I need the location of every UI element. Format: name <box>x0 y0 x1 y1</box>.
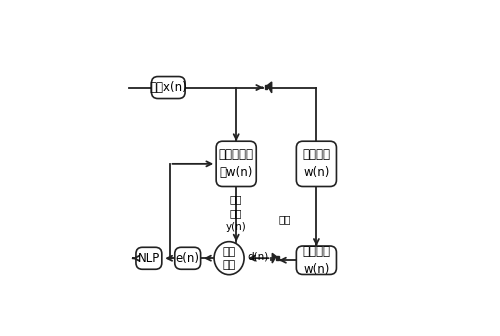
Text: 回声
消除: 回声 消除 <box>222 247 235 270</box>
Text: 远端x(n): 远端x(n) <box>150 81 187 94</box>
Text: 估计
回声
y(n): 估计 回声 y(n) <box>226 194 246 232</box>
Polygon shape <box>268 82 272 93</box>
FancyBboxPatch shape <box>216 141 256 186</box>
Text: d(n): d(n) <box>247 251 268 261</box>
Text: NLP: NLP <box>138 252 160 265</box>
FancyBboxPatch shape <box>175 247 201 269</box>
Ellipse shape <box>214 242 244 275</box>
FancyBboxPatch shape <box>296 246 337 275</box>
FancyBboxPatch shape <box>296 141 337 186</box>
Text: 回声: 回声 <box>278 214 291 224</box>
Text: 近端语音
w(n): 近端语音 w(n) <box>302 245 330 276</box>
Text: e(n): e(n) <box>176 252 200 265</box>
Text: 回声路径
w(n): 回声路径 w(n) <box>302 149 330 179</box>
FancyBboxPatch shape <box>152 77 185 98</box>
Polygon shape <box>272 253 276 263</box>
Bar <box>264 85 268 89</box>
Bar <box>276 256 278 260</box>
FancyBboxPatch shape <box>136 247 162 269</box>
Text: 自适应滤波
器w(n): 自适应滤波 器w(n) <box>218 149 254 179</box>
